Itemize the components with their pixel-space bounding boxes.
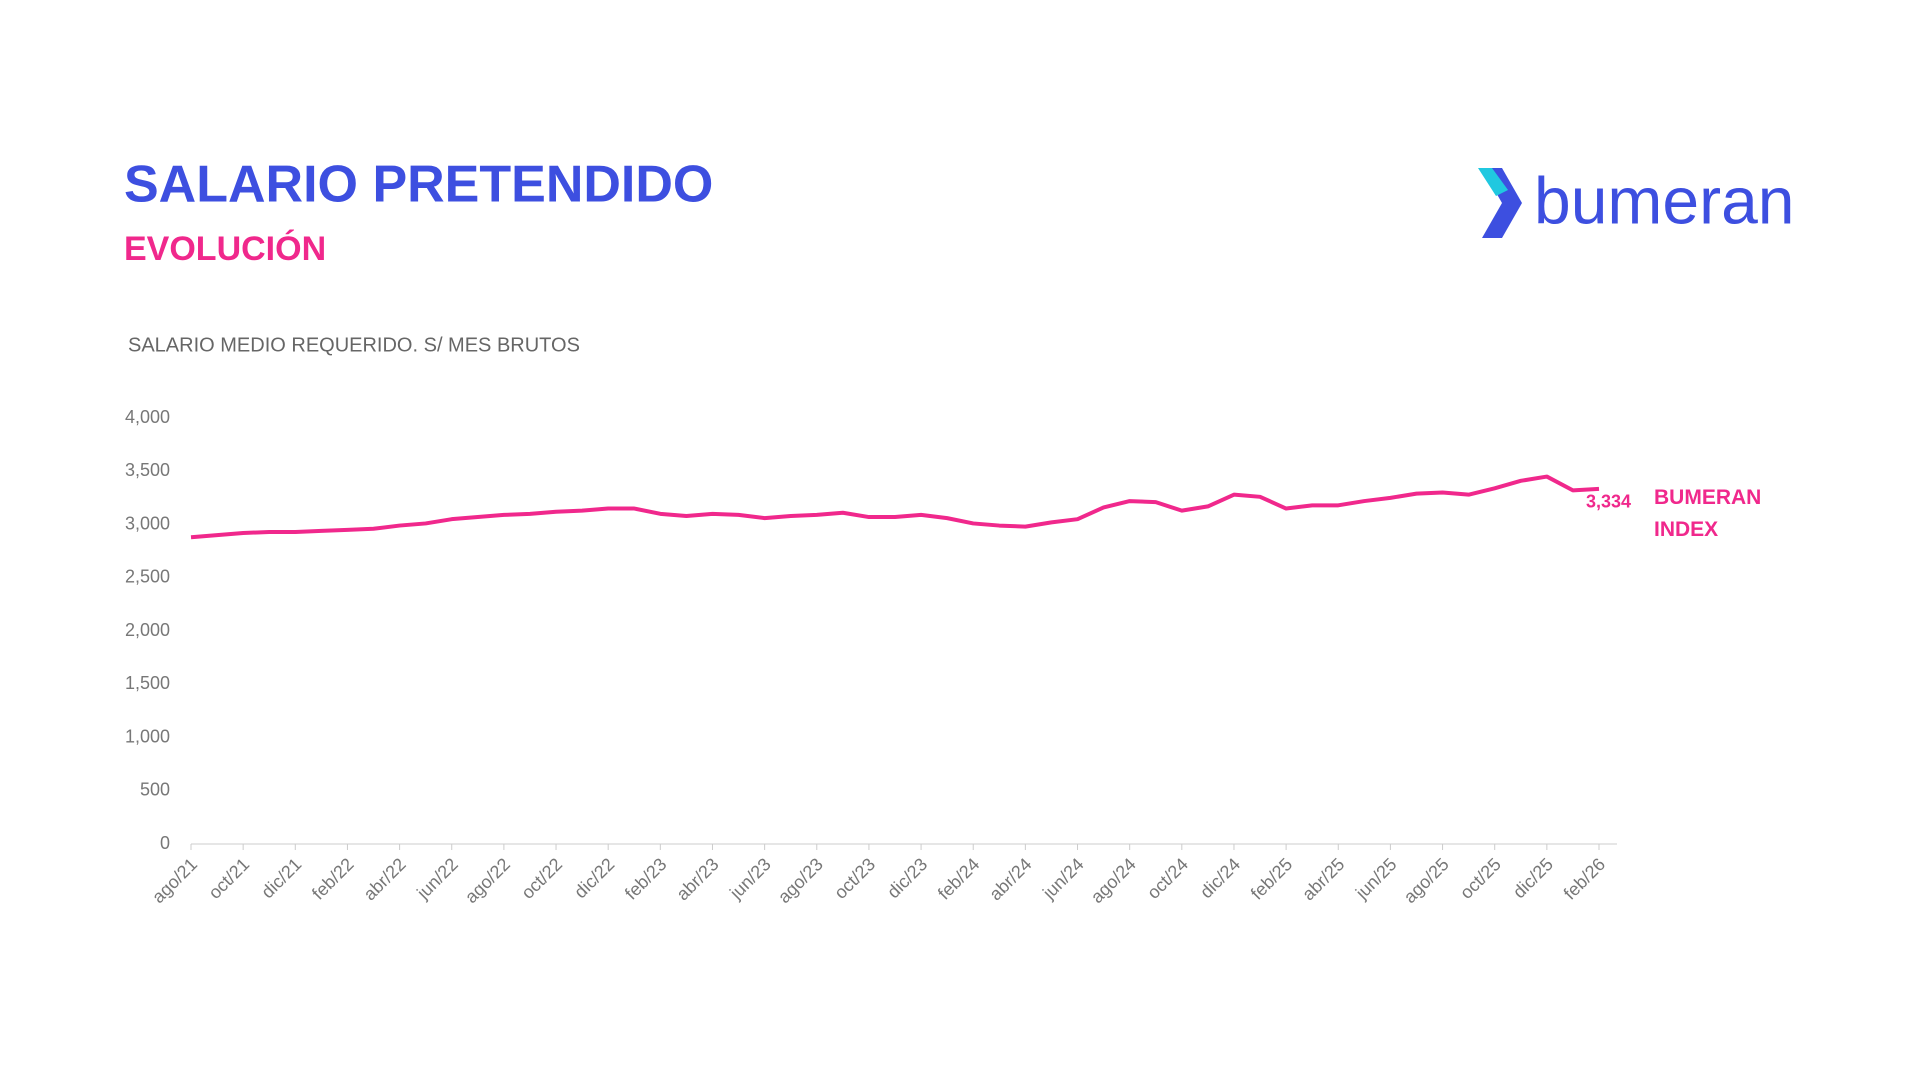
y-tick-label: 3,500 — [125, 460, 170, 480]
x-tick-label: dic/25 — [1509, 854, 1557, 902]
title: SALARIO PRETENDIDO — [124, 156, 713, 214]
y-tick-label: 0 — [160, 833, 170, 853]
x-tick-label: dic/23 — [883, 854, 931, 902]
y-tick-label: 2,000 — [125, 620, 170, 640]
axis-caption: SALARIO MEDIO REQUERIDO. S/ MES BRUTOS — [128, 334, 580, 356]
x-tick-label: ago/22 — [461, 854, 514, 907]
x-tick-label: feb/24 — [934, 854, 984, 904]
x-tick-label: oct/21 — [205, 854, 254, 903]
x-tick-label: ago/24 — [1087, 854, 1140, 907]
x-tick-label: jun/22 — [412, 854, 462, 904]
x-tick-label: jun/24 — [1038, 854, 1088, 904]
y-tick-label: 4,000 — [125, 407, 170, 427]
x-tick-label: oct/24 — [1143, 854, 1192, 903]
x-tick-label: oct/23 — [830, 854, 879, 903]
y-tick-label: 1,000 — [125, 726, 170, 746]
y-tick-label: 3,000 — [125, 513, 170, 533]
x-tick-label: abr/25 — [1298, 854, 1348, 904]
x-tick-label: jun/25 — [1351, 854, 1401, 904]
x-tick-label: dic/24 — [1196, 854, 1244, 902]
x-tick-label: ago/23 — [774, 854, 827, 907]
x-tick-label: jun/23 — [725, 854, 775, 904]
logo-text: bumeran — [1534, 163, 1795, 237]
x-tick-label: abr/22 — [360, 854, 410, 904]
x-tick-label: dic/21 — [257, 854, 305, 902]
x-tick-label: dic/22 — [570, 854, 618, 902]
x-tick-label: ago/21 — [148, 854, 201, 907]
legend-label: BUMERAN INDEX — [1654, 486, 1761, 541]
logo: bumeran — [1478, 163, 1795, 238]
x-tick-label: abr/24 — [985, 854, 1035, 904]
x-tick-label: feb/22 — [308, 854, 358, 904]
y-tick-label: 1,500 — [125, 673, 170, 693]
line — [190, 474, 1600, 540]
x-tick-label: abr/23 — [672, 854, 722, 904]
x-tick-label: feb/23 — [621, 854, 671, 904]
x-tick-label: oct/25 — [1456, 854, 1505, 903]
x-tick-label: oct/22 — [517, 854, 566, 903]
logo-accent — [1478, 168, 1508, 196]
x-tick-label: feb/25 — [1247, 854, 1297, 904]
value-label: 3,334 — [1586, 492, 1631, 512]
x-tick-label: feb/26 — [1560, 854, 1610, 904]
y-tick-label: 500 — [140, 780, 170, 800]
x-tick-label: ago/25 — [1400, 854, 1453, 907]
y-tick-label: 2,500 — [125, 567, 170, 587]
subtitle: EVOLUCIÓN — [124, 230, 326, 268]
